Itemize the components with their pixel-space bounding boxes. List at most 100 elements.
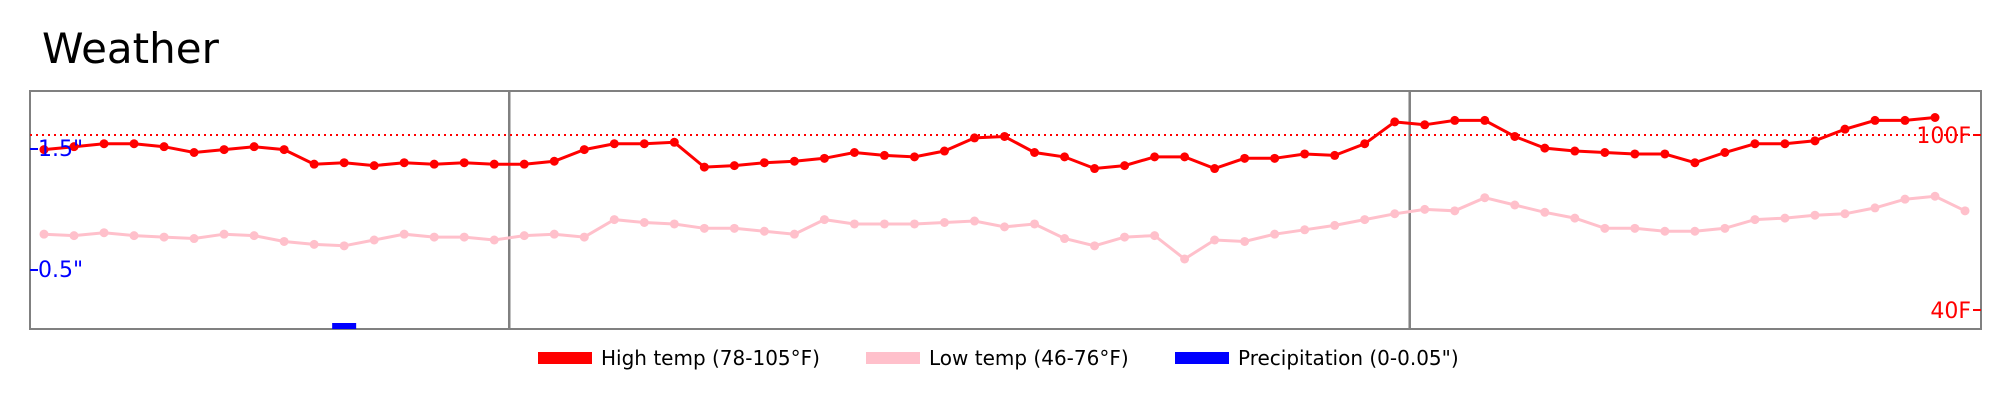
low-temp-point-14	[459, 232, 469, 242]
high-temp-point-62	[1900, 115, 1910, 125]
high-temp-point-54	[1660, 149, 1670, 159]
high-temp-point-36	[1120, 161, 1130, 171]
high-temp-point-49	[1510, 131, 1520, 141]
high-temp-point-16	[519, 159, 529, 169]
low-temp-point-36	[1120, 232, 1130, 242]
chart-title: Weather	[42, 24, 220, 73]
legend-swatch-high	[538, 352, 592, 364]
high-temp-point-4	[159, 142, 169, 152]
low-temp-point-28	[879, 219, 889, 229]
legend-swatch-precip	[1175, 352, 1229, 364]
low-temp-point-31	[969, 216, 979, 226]
legend-label-low: Low temp (46-76°F)	[929, 346, 1129, 370]
high-temp-point-37	[1150, 152, 1160, 162]
high-temp-point-19	[609, 139, 619, 149]
low-temp-point-53	[1630, 223, 1640, 233]
low-temp-point-18	[579, 232, 589, 242]
high-temp-point-47	[1450, 115, 1460, 125]
high-temp-point-6	[219, 145, 229, 155]
low-temp-point-16	[519, 231, 529, 241]
low-temp-point-55	[1690, 226, 1700, 236]
low-temp-point-61	[1870, 203, 1880, 213]
legend-label-precip: Precipitation (0-0.05")	[1238, 346, 1459, 370]
precipitation-series	[332, 323, 357, 329]
high-temp-point-25	[789, 156, 799, 166]
high-temp-point-52	[1600, 148, 1610, 157]
high-temp-point-56	[1720, 148, 1730, 157]
high-temp-point-5	[189, 148, 199, 157]
low-temp-point-47	[1450, 206, 1460, 216]
low-temp-point-35	[1090, 241, 1100, 251]
low-temp-point-29	[909, 219, 919, 229]
high-temp-point-2	[99, 139, 109, 149]
low-temp-point-42	[1300, 225, 1310, 235]
low-temp-point-52	[1600, 223, 1610, 233]
low-temp-point-2	[99, 228, 109, 238]
high-temp-point-46	[1420, 120, 1430, 130]
low-temp-point-50	[1540, 207, 1550, 217]
high-temp-point-39	[1210, 164, 1220, 174]
high-temp-point-9	[309, 159, 319, 169]
low-temp-point-20	[639, 218, 649, 227]
low-temp-point-48	[1480, 193, 1490, 203]
low-temp-point-40	[1240, 236, 1250, 246]
high-temp-point-11	[369, 161, 379, 171]
temp-tick-label-0: 100F	[1916, 124, 1971, 149]
low-temp-point-25	[789, 229, 799, 239]
high-temp-point-60	[1840, 124, 1850, 134]
legend-label-high: High temp (78-105°F)	[601, 346, 820, 370]
low-temp-point-51	[1570, 213, 1580, 223]
legend: High temp (78-105°F) Low temp (46-76°F) Pr…	[538, 346, 1459, 370]
low-temp-point-44	[1360, 215, 1370, 225]
low-temp-point-3	[129, 231, 139, 241]
high-temp-point-58	[1780, 139, 1790, 149]
high-temp-point-17	[549, 156, 559, 166]
low-temp-point-46	[1420, 204, 1430, 214]
low-temp-point-22	[699, 223, 709, 233]
high-temp-series	[39, 113, 1940, 174]
low-temp-point-64	[1960, 206, 1970, 216]
high-temp-point-7	[249, 142, 259, 152]
precip-bar-10	[332, 323, 357, 329]
high-temp-point-35	[1090, 164, 1100, 174]
high-temp-line	[43, 116, 1936, 171]
low-temp-point-41	[1270, 229, 1280, 239]
low-temp-point-43	[1330, 220, 1340, 230]
high-temp-point-44	[1360, 139, 1370, 149]
plot-frame	[29, 90, 1982, 330]
high-temp-point-21	[669, 137, 679, 147]
week-dividers	[507, 91, 1411, 329]
low-temp-point-57	[1750, 215, 1760, 225]
high-temp-point-29	[909, 152, 919, 162]
high-temp-point-43	[1330, 150, 1340, 160]
high-temp-point-38	[1180, 152, 1190, 162]
high-temp-point-18	[579, 145, 589, 155]
low-temp-point-11	[369, 235, 379, 245]
precip-tick-label-1: 0.5"	[38, 258, 83, 283]
low-temp-point-27	[849, 219, 859, 229]
high-temp-point-61	[1870, 115, 1880, 125]
low-temp-point-34	[1060, 234, 1070, 244]
low-temp-point-30	[939, 218, 949, 227]
high-temp-point-20	[639, 139, 649, 149]
low-temp-point-17	[549, 229, 559, 239]
low-temp-point-60	[1840, 209, 1850, 219]
high-temp-point-27	[849, 148, 859, 157]
high-temp-point-14	[459, 158, 469, 168]
low-temp-series	[39, 191, 1970, 264]
low-temp-point-45	[1390, 209, 1400, 219]
high-temp-point-53	[1630, 149, 1640, 159]
low-temp-point-24	[759, 226, 769, 236]
low-temp-point-0	[39, 229, 49, 239]
low-temp-point-15	[489, 235, 499, 245]
low-temp-point-58	[1780, 213, 1790, 223]
legend-swatch-low	[866, 352, 920, 364]
precip-axis: 1.5" 0.5"	[30, 137, 83, 283]
high-temp-point-50	[1540, 143, 1550, 153]
low-temp-point-56	[1720, 223, 1730, 233]
low-temp-point-39	[1210, 235, 1220, 245]
low-temp-point-63	[1930, 191, 1940, 201]
high-temp-point-48	[1480, 115, 1490, 125]
high-temp-point-59	[1810, 136, 1820, 146]
